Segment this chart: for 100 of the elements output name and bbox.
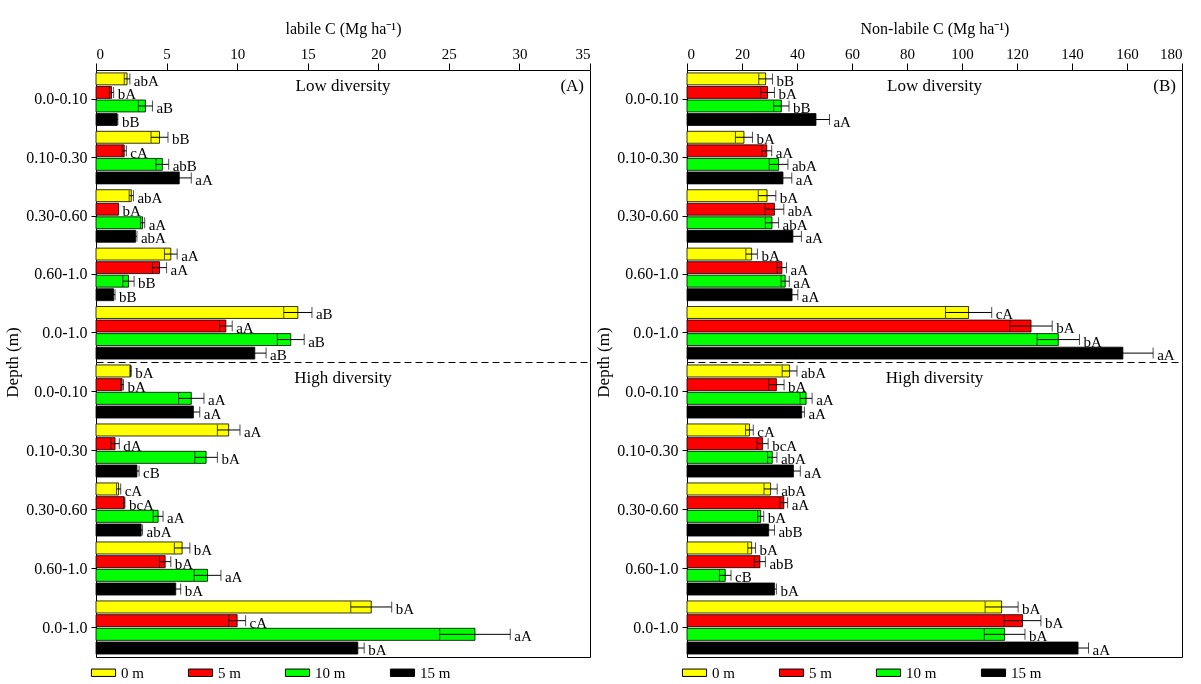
data-label: aB xyxy=(270,347,287,364)
x-tick-label: 30 xyxy=(512,45,528,62)
data-label: bB xyxy=(171,131,190,148)
data-label: dA xyxy=(123,437,142,454)
data-label: bA xyxy=(117,86,137,103)
annotation: High diversity xyxy=(885,368,984,387)
data-label: bA xyxy=(1028,628,1048,645)
data-label: bA xyxy=(174,555,194,572)
data-label: abB xyxy=(172,158,197,175)
y-tick-label: 0.0-0.10 xyxy=(34,382,88,400)
data-label: bA xyxy=(1083,333,1102,350)
x-tick-label: 120 xyxy=(1006,45,1029,62)
annotation: Low diversity xyxy=(295,76,391,95)
data-label: aA xyxy=(804,465,822,482)
data-label: bA xyxy=(135,364,154,381)
data-label: abA xyxy=(801,364,827,381)
data-label: aA xyxy=(167,510,185,527)
annotation: (A) xyxy=(560,76,584,95)
data-label: bB xyxy=(119,288,137,305)
y-tick-label: 0.0-0.10 xyxy=(625,90,679,108)
y-tick-label: 0.60-1.0 xyxy=(34,265,88,283)
data-label: bB xyxy=(776,72,795,89)
data-label: cA xyxy=(130,144,148,161)
y-tick-label: 0.30-0.60 xyxy=(26,500,88,518)
legend-label: 5 m xyxy=(809,664,833,681)
data-label: abA xyxy=(781,482,807,499)
data-label: cA xyxy=(995,306,1014,323)
annotation: (B) xyxy=(1153,76,1176,95)
x-tick-label: 15 xyxy=(300,45,316,62)
y-tick-label: 0.30-0.60 xyxy=(26,207,88,224)
data-label: cA xyxy=(757,423,775,440)
x-tick-label: 140 xyxy=(1061,45,1084,62)
y-tick-label: 0.10-0.30 xyxy=(617,441,679,459)
data-label: cB xyxy=(735,569,752,586)
data-label: bA xyxy=(788,378,807,395)
y-tick-label: 0.0-1.0 xyxy=(633,323,679,341)
data-label: abA xyxy=(146,524,172,541)
annotation: Low diversity xyxy=(887,76,983,95)
data-label: bA xyxy=(1022,600,1041,617)
legend-label: 10 m xyxy=(906,664,937,681)
y-tick-label: 0.0-1.0 xyxy=(633,618,679,636)
data-label: aA xyxy=(805,230,824,247)
x-tick-label: 0 xyxy=(687,45,695,62)
data-label: aA xyxy=(207,392,226,409)
data-label: aA xyxy=(236,320,254,337)
x-tick-label: 60 xyxy=(845,45,860,62)
y-tick-label: 0.30-0.60 xyxy=(617,500,679,518)
x-tick-label: 100 xyxy=(951,45,974,62)
data-label: aA xyxy=(1092,642,1111,659)
data-label: aB xyxy=(308,333,325,350)
data-label: cA xyxy=(249,614,268,631)
y-axis-title: Depth (m) xyxy=(2,327,22,398)
data-label: bA xyxy=(127,378,147,395)
data-label: bB xyxy=(121,113,140,130)
x-tick-label: 80 xyxy=(900,45,915,62)
data-label: bA xyxy=(767,510,787,527)
data-label: bA xyxy=(193,541,213,558)
data-label: cB xyxy=(143,465,160,482)
data-label: bA xyxy=(756,131,775,148)
data-label: bA xyxy=(759,541,778,558)
y-tick-label: 0.10-0.30 xyxy=(26,148,88,166)
annotation: High diversity xyxy=(294,368,393,387)
data-label: abB xyxy=(769,555,794,572)
x-tick-label: 20 xyxy=(735,45,750,62)
x-axis-title: labile C (Mg ha⁻¹) xyxy=(285,19,402,38)
data-label: bA xyxy=(779,189,799,206)
data-label: abA xyxy=(780,451,807,468)
data-label: aA xyxy=(816,392,834,409)
data-label: bcA xyxy=(128,496,155,513)
data-label: abA xyxy=(137,189,163,206)
data-label: bcA xyxy=(772,437,798,454)
y-tick-label: 0.30-0.60 xyxy=(617,207,679,224)
data-label: aA xyxy=(1157,347,1175,364)
legend-label: 15 m xyxy=(1011,664,1042,681)
legend-label: 5 m xyxy=(218,664,242,681)
x-tick-label: 10 xyxy=(230,45,246,62)
x-tick-label: 160 xyxy=(1116,45,1139,62)
legend-label: 0 m xyxy=(121,664,145,681)
data-label: aA xyxy=(243,423,262,440)
data-label: aA xyxy=(833,113,852,130)
x-tick-label: 180 xyxy=(1160,45,1183,62)
y-tick-label: 0.0-1.0 xyxy=(42,618,88,636)
data-label: aA xyxy=(195,171,213,188)
data-label: aA xyxy=(514,628,532,645)
data-label: bA xyxy=(780,583,799,600)
data-label: bA xyxy=(184,583,204,600)
data-label: aB xyxy=(315,306,333,323)
x-tick-label: 20 xyxy=(371,45,387,62)
y-tick-label: 0.60-1.0 xyxy=(625,265,679,283)
data-label: bA xyxy=(1044,614,1064,631)
data-label: bA xyxy=(395,600,415,617)
x-axis-title: Non-labile C (Mg ha⁻¹) xyxy=(860,19,1010,38)
x-tick-label: 5 xyxy=(163,45,171,62)
data-label: bA xyxy=(368,642,387,659)
data-label: aA xyxy=(224,569,243,586)
data-label: aA xyxy=(808,406,827,423)
data-label: aA xyxy=(203,406,222,423)
y-tick-label: 0.10-0.30 xyxy=(26,441,88,459)
x-tick-label: 35 xyxy=(575,45,591,62)
x-tick-label: 0 xyxy=(96,45,104,62)
